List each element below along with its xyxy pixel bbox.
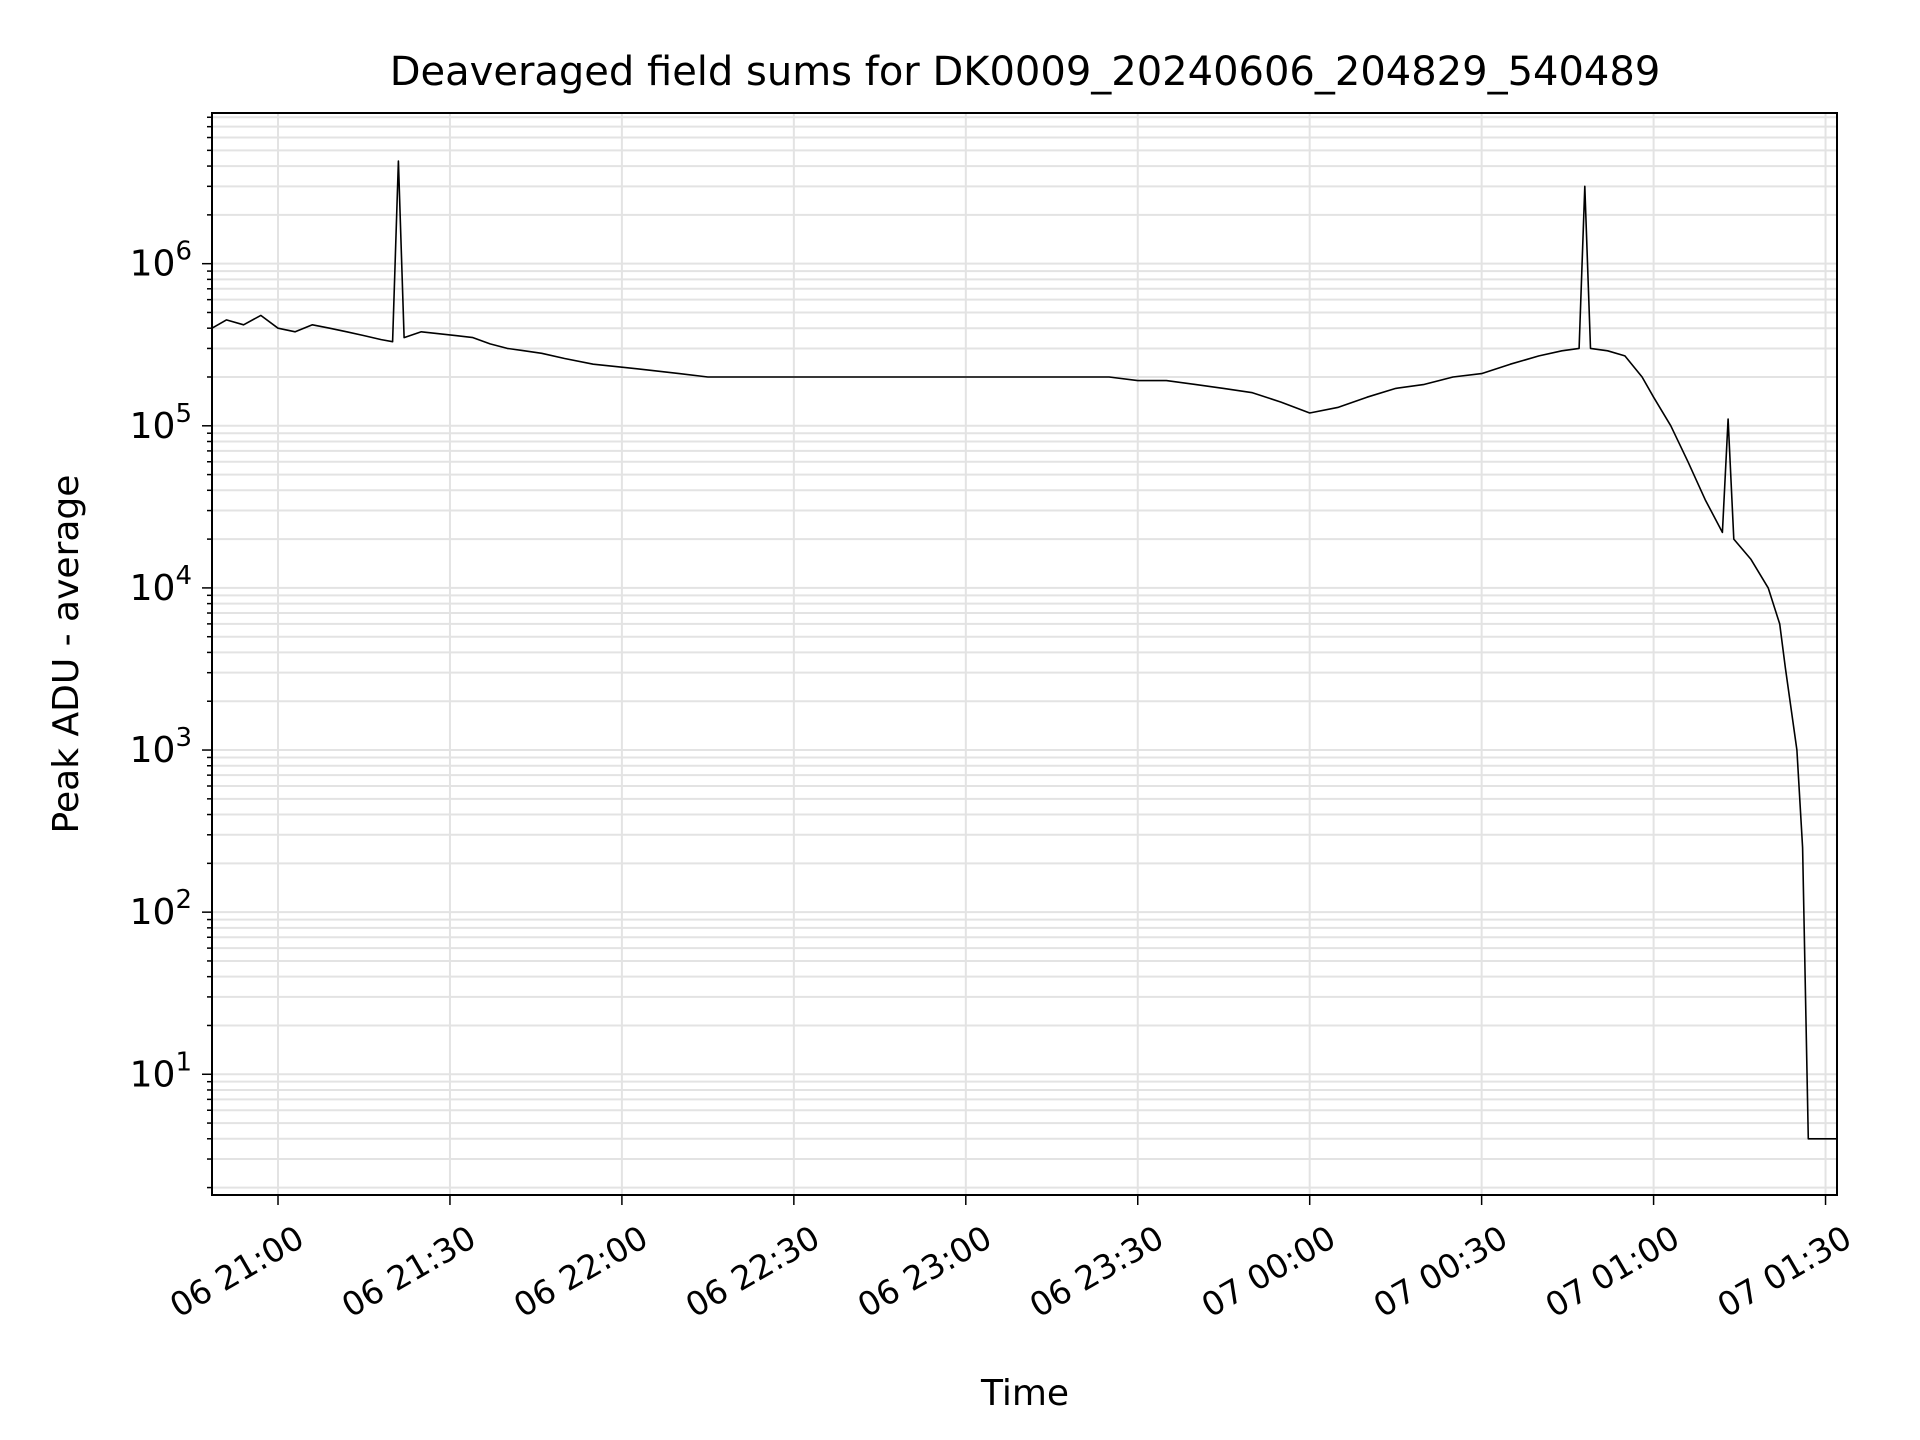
x-tick-label: 06 23:00 xyxy=(851,1218,998,1326)
x-tick-label: 06 22:30 xyxy=(679,1218,826,1326)
y-tick-exponent: 2 xyxy=(175,885,192,915)
x-tick-label: 07 00:30 xyxy=(1367,1218,1514,1326)
y-tick-base: 10 xyxy=(130,1054,176,1095)
y-tick-exponent: 4 xyxy=(175,561,192,591)
y-tick-exponent: 6 xyxy=(175,237,192,267)
y-tick-base: 10 xyxy=(130,406,176,447)
y-tick-label: 104 xyxy=(130,561,192,609)
y-tick-exponent: 3 xyxy=(175,723,192,753)
x-tick-label: 06 23:30 xyxy=(1023,1218,1170,1326)
y-tick-label: 106 xyxy=(130,237,192,285)
x-axis: 06 21:00 06 21:30 06 22:00 06 22:30 06 23:00… xyxy=(163,1195,1858,1325)
y-tick-exponent: 5 xyxy=(175,399,192,429)
x-tick-label: 07 01:30 xyxy=(1711,1218,1858,1326)
x-axis-label: Time xyxy=(980,1373,1069,1414)
x-tick-label: 06 21:30 xyxy=(335,1218,482,1326)
chart-title: Deaveraged field sums for DK0009_2024060… xyxy=(390,49,1661,95)
line-layer xyxy=(211,160,1837,1140)
x-tick-label: 07 00:00 xyxy=(1195,1218,1342,1326)
grid-layer xyxy=(212,113,1837,1195)
y-tick-base: 10 xyxy=(130,568,176,609)
x-tick-label: 07 01:00 xyxy=(1539,1218,1686,1326)
y-tick-base: 10 xyxy=(130,892,176,933)
x-tick-label: 06 21:00 xyxy=(163,1218,310,1326)
y-tick-exponent: 1 xyxy=(175,1047,192,1077)
plot-frame xyxy=(211,112,1838,1196)
y-tick-label: 103 xyxy=(130,723,192,771)
y-tick-label: 101 xyxy=(130,1047,192,1095)
y-tick-label: 105 xyxy=(130,399,192,447)
y-tick-base: 10 xyxy=(130,730,176,771)
y-tick-base: 10 xyxy=(130,244,176,285)
y-tick-label: 102 xyxy=(130,885,192,933)
y-axis-label: Peak ADU - average xyxy=(46,475,87,834)
series-line xyxy=(211,160,1837,1140)
x-tick-label: 06 22:00 xyxy=(507,1218,654,1326)
